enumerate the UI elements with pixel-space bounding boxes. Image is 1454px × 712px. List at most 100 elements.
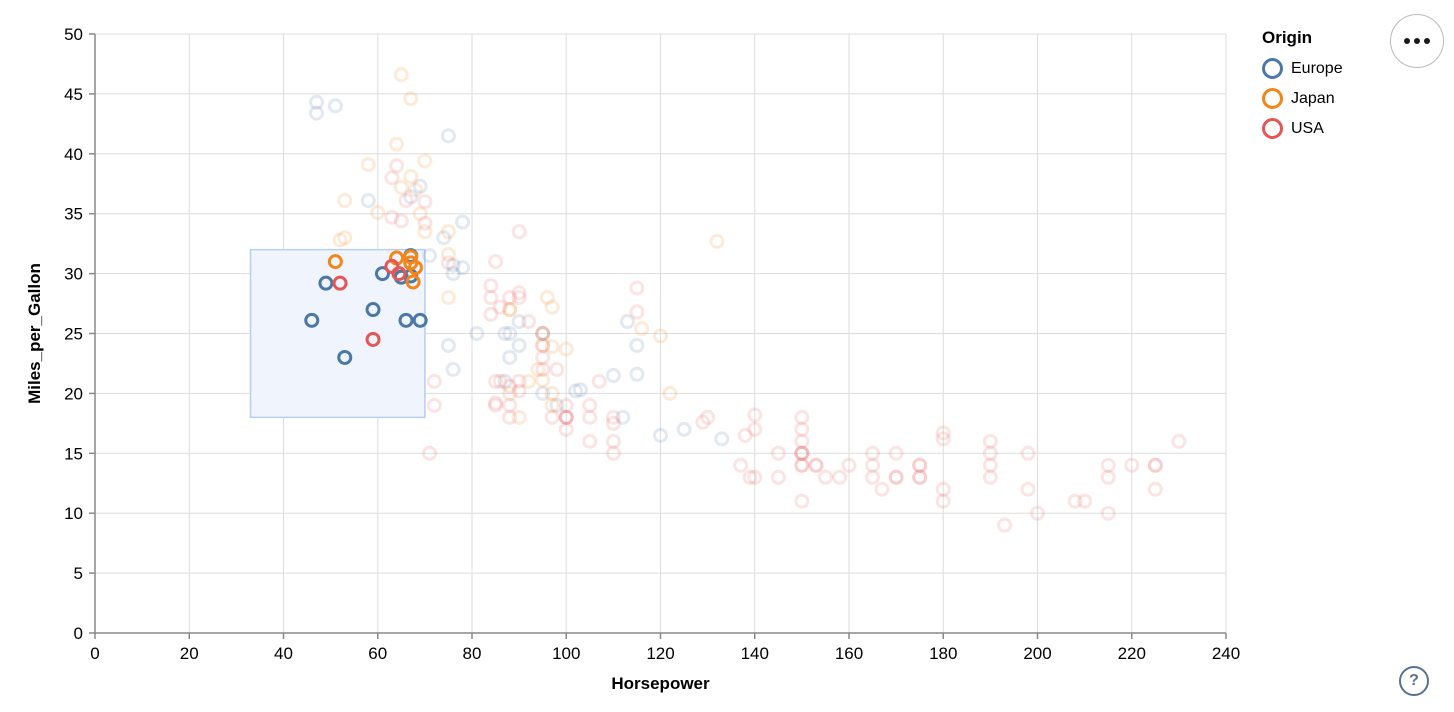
data-point (502, 385, 518, 401)
data-point (389, 158, 405, 174)
y-tick-label: 35 (64, 205, 83, 224)
legend-item-europe: Europe (1262, 58, 1343, 79)
data-point (445, 257, 461, 273)
x-tick-label: 180 (929, 644, 957, 663)
x-tick-label: 20 (180, 644, 199, 663)
data-point (511, 337, 527, 353)
data-point (440, 224, 456, 240)
data-point (1030, 505, 1045, 521)
data-point (1020, 481, 1036, 497)
y-tick-label: 5 (74, 564, 83, 583)
data-point (417, 194, 433, 210)
data-point (794, 433, 810, 449)
x-tick-label: 120 (646, 644, 674, 663)
data-point (389, 136, 405, 152)
x-tick-label: 80 (463, 644, 482, 663)
y-tick-label: 15 (64, 444, 83, 463)
data-point (629, 280, 645, 296)
data-point (332, 232, 348, 248)
data-point (483, 290, 499, 306)
data-point (605, 367, 621, 383)
data-point (403, 91, 419, 107)
data-point (591, 373, 607, 389)
data-point (605, 415, 621, 431)
data-point (535, 337, 551, 353)
data-point (535, 326, 551, 341)
data-point (412, 178, 428, 194)
data-point (572, 382, 588, 398)
data-point (794, 445, 810, 461)
data-point (912, 457, 928, 473)
data-point (492, 299, 508, 315)
data-point (544, 299, 560, 315)
y-tick-label: 40 (64, 145, 83, 164)
data-point (511, 224, 527, 240)
data-point (327, 254, 343, 270)
data-point (1067, 493, 1083, 509)
data-point (337, 230, 353, 246)
data-point (488, 395, 504, 411)
ellipsis-icon (1404, 38, 1430, 44)
x-tick-label: 40 (274, 644, 293, 663)
data-point (912, 457, 928, 473)
data-point (332, 275, 348, 291)
data-point (445, 266, 461, 282)
legend-item-label: Europe (1291, 59, 1343, 77)
data-point (393, 67, 409, 83)
data-point (1171, 433, 1187, 449)
brush-selection[interactable] (249, 248, 426, 419)
data-point (1100, 469, 1116, 485)
data-point (808, 457, 824, 473)
data-point (700, 409, 716, 425)
data-point (492, 373, 508, 389)
data-point (629, 366, 645, 382)
data-point (794, 457, 810, 473)
data-point (440, 128, 456, 144)
legend-items: Europe Japan USA (1262, 58, 1343, 139)
data-point (384, 170, 400, 186)
data-point (582, 433, 598, 449)
data-point (403, 189, 419, 205)
data-point (549, 397, 565, 413)
data-point (605, 445, 621, 461)
data-point (558, 421, 574, 437)
data-point (817, 469, 833, 485)
data-point (794, 445, 810, 461)
data-point (455, 260, 471, 276)
y-tick-label: 10 (64, 504, 83, 523)
actions-menu-button[interactable] (1390, 14, 1444, 68)
data-point (1100, 505, 1116, 521)
data-point (440, 337, 456, 353)
data-point (521, 373, 537, 389)
data-point (535, 349, 551, 365)
data-point (337, 193, 353, 209)
x-tick-label: 220 (1118, 644, 1146, 663)
data-point (912, 469, 928, 485)
data-point (982, 445, 998, 461)
y-axis-title: Miles_per_Gallon (25, 263, 44, 404)
data-point (436, 230, 452, 246)
data-point (935, 431, 951, 447)
data-point (511, 290, 527, 306)
data-point (370, 205, 386, 221)
x-tick-label: 200 (1023, 644, 1051, 663)
data-point (417, 153, 433, 169)
data-point (511, 285, 527, 301)
data-point (733, 457, 749, 473)
data-point (535, 372, 551, 388)
data-point (445, 361, 461, 377)
data-point (841, 457, 857, 473)
data-point (365, 302, 381, 318)
data-point (742, 469, 758, 485)
legend: Origin Europe Japan USA (1262, 28, 1343, 148)
data-point (440, 246, 456, 262)
data-point (747, 469, 763, 485)
data-point (794, 409, 810, 425)
data-point (653, 427, 668, 443)
help-button[interactable]: ? (1399, 666, 1429, 696)
y-tick-label: 25 (64, 325, 83, 344)
data-point (714, 431, 730, 447)
data-point (935, 425, 951, 441)
